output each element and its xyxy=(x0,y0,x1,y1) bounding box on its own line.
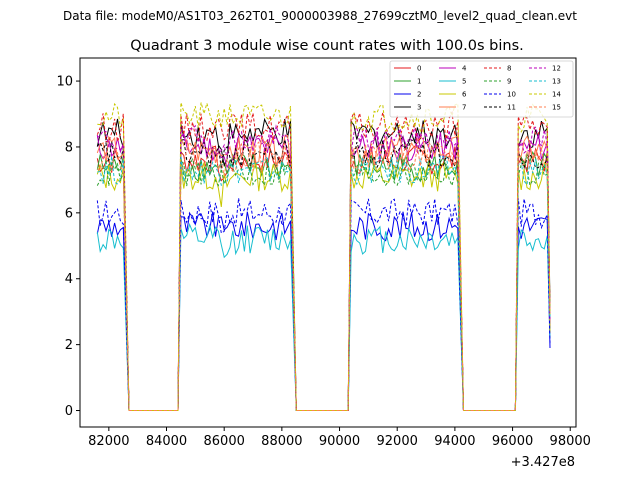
x-tick-label: 90000 xyxy=(319,434,360,449)
series-line-13 xyxy=(97,153,551,411)
legend-label-2: 2 xyxy=(417,91,421,99)
legend-label-4: 4 xyxy=(462,65,467,73)
x-tick-label: 84000 xyxy=(146,434,187,449)
series-line-10 xyxy=(96,198,551,411)
series-line-12 xyxy=(97,124,551,411)
x-axis: 82000 84000 86000 88000 90000 92000 94000 96000… xyxy=(88,427,591,449)
x-tick-label: 98000 xyxy=(550,434,591,449)
series-line-6 xyxy=(96,161,551,411)
chart-title: Quadrant 3 module wise count rates with … xyxy=(130,38,524,54)
legend-label-15: 15 xyxy=(552,104,561,112)
y-axis: 0 2 4 6 8 10 xyxy=(56,75,80,419)
legend-label-8: 8 xyxy=(507,65,511,73)
x-tick-label: 86000 xyxy=(204,434,245,449)
y-tick-label: 2 xyxy=(65,338,73,353)
plot-frame xyxy=(79,57,577,428)
x-tick-label: 92000 xyxy=(377,434,418,449)
x-tick-label: 88000 xyxy=(261,434,302,449)
legend-label-12: 12 xyxy=(552,65,561,73)
series-line-14 xyxy=(97,101,551,411)
series-line-5 xyxy=(96,222,551,411)
series-line-4 xyxy=(96,132,551,411)
legend-label-9: 9 xyxy=(507,78,511,86)
y-tick-label: 0 xyxy=(65,404,73,419)
legend-label-7: 7 xyxy=(462,104,466,112)
y-tick-label: 10 xyxy=(56,75,73,90)
series-line-8 xyxy=(96,110,551,411)
x-offset-label: +3.427e8 xyxy=(511,455,575,470)
legend-label-11: 11 xyxy=(507,104,516,112)
series-line-9 xyxy=(96,157,551,411)
x-tick-label: 82000 xyxy=(88,434,129,449)
series-line-15 xyxy=(97,140,551,411)
series-layer xyxy=(96,101,551,411)
legend-label-13: 13 xyxy=(552,78,561,86)
series-line-2 xyxy=(96,211,551,411)
legend-label-0: 0 xyxy=(417,65,421,73)
legend-label-5: 5 xyxy=(462,78,466,86)
legend-label-6: 6 xyxy=(462,91,467,99)
series-line-11 xyxy=(96,139,551,411)
y-tick-label: 4 xyxy=(65,272,73,287)
legend-box xyxy=(389,60,574,118)
series-line-7 xyxy=(96,134,551,411)
legend-label-10: 10 xyxy=(507,91,516,99)
chart-suptitle: Data file: modeM0/AS1T03_262T01_90000039… xyxy=(63,9,577,23)
legend-label-1: 1 xyxy=(417,78,421,86)
y-tick-label: 6 xyxy=(65,206,73,221)
series-line-0 xyxy=(96,145,551,411)
x-tick-label: 94000 xyxy=(434,434,475,449)
legend-label-14: 14 xyxy=(552,91,561,99)
series-line-3 xyxy=(96,117,551,411)
series-line-1 xyxy=(96,150,551,411)
legend-label-3: 3 xyxy=(417,104,421,112)
x-tick-label: 96000 xyxy=(492,434,533,449)
y-tick-label: 8 xyxy=(65,140,73,155)
